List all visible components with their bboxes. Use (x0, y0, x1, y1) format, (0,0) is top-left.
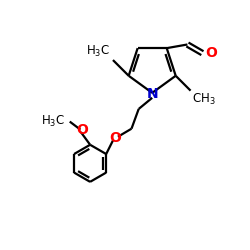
Text: H$_3$C: H$_3$C (41, 114, 65, 129)
Text: CH$_3$: CH$_3$ (192, 92, 216, 107)
Text: O: O (110, 131, 122, 145)
Text: O: O (76, 122, 88, 136)
Text: N: N (146, 87, 158, 101)
Text: O: O (205, 46, 217, 60)
Text: H$_3$C: H$_3$C (86, 44, 110, 59)
